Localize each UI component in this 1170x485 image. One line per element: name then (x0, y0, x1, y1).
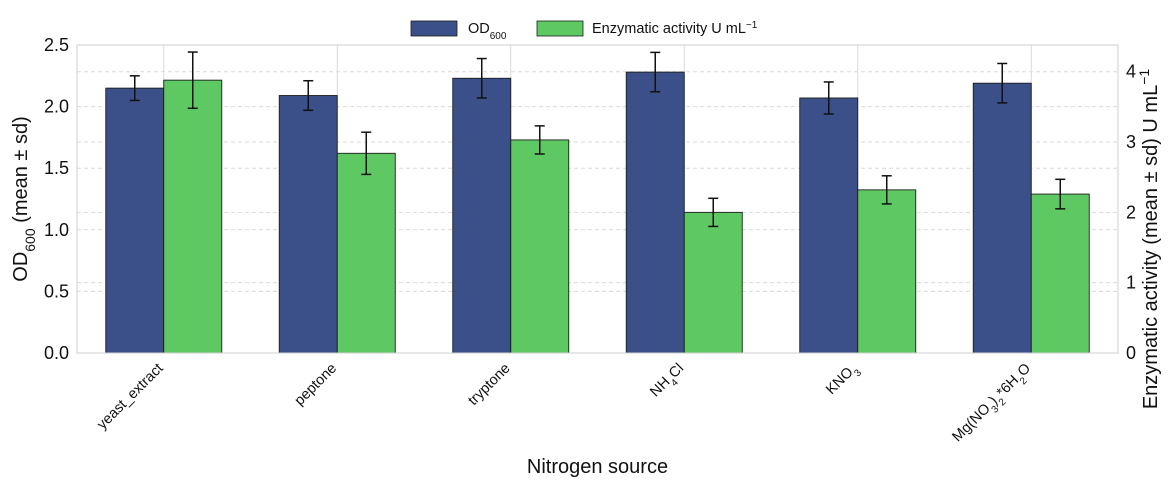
y-tick-label-left: 0.0 (44, 343, 69, 363)
x-tick-label: Mg(NO3)2*6H2O (949, 361, 1037, 449)
plot-frame (76, 44, 1119, 354)
y-tick-label-right: 4 (1126, 62, 1136, 82)
bar-enzymatic-activity (857, 189, 917, 354)
bar-od600 (105, 87, 165, 354)
y-tick-label-left: 0.5 (44, 281, 69, 301)
x-tick-label: NH4Cl (647, 361, 690, 404)
bars (105, 71, 1090, 354)
bar-od600 (799, 97, 859, 354)
x-tick-label: tryptone (465, 361, 513, 409)
y-tick-label-right: 2 (1126, 202, 1136, 222)
bar-od600 (278, 95, 338, 354)
legend-label-enzymatic-activity: Enzymatic activity U mL−1 (592, 20, 758, 38)
y-tick-label-left: 2.5 (44, 35, 69, 55)
bar-enzymatic-activity (163, 79, 223, 354)
y-tick-label-left: 1.5 (44, 158, 69, 178)
grid-lines (77, 44, 1118, 354)
bar-enzymatic-activity (510, 139, 570, 354)
legend-swatch-od600 (410, 20, 458, 37)
y-tick-label-left: 1.0 (44, 220, 69, 240)
x-tick-label: peptone (292, 361, 340, 409)
x-tick-label: yeast_extract (94, 361, 166, 433)
y-tick-label-right: 3 (1126, 132, 1136, 152)
bar-od600 (625, 71, 685, 354)
x-axis-label: Nitrogen source (527, 456, 668, 478)
bar-od600 (972, 82, 1032, 354)
bar-enzymatic-activity (1030, 193, 1090, 354)
y-axis-label-right: Enzymatic activity (mean ± sd) U mL−1 (1136, 69, 1162, 410)
bar-enzymatic-activity (683, 211, 743, 354)
x-tick-label: KNO3 (823, 360, 864, 401)
legend: OD600 Enzymatic activity U mL−1 (410, 20, 758, 42)
y-tick-label-right: 1 (1126, 273, 1136, 293)
y-tick-label-left: 2.0 (44, 97, 69, 117)
error-bars (129, 51, 1066, 228)
legend-swatch-enzymatic-activity (536, 20, 584, 37)
legend-label-od600: OD600 (468, 21, 507, 42)
bar-enzymatic-activity (336, 152, 396, 354)
bar-od600 (452, 77, 512, 354)
y-tick-label-right: 0 (1126, 343, 1136, 363)
y-axis-label-left: OD600 (mean ± sd) (10, 116, 38, 281)
